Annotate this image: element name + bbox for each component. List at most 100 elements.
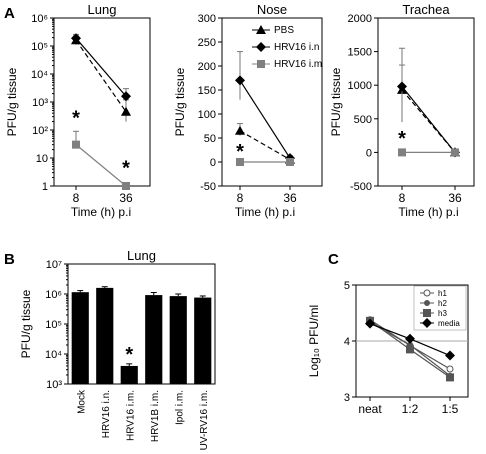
legend-label: PBS <box>274 25 294 36</box>
legend-marker <box>257 60 265 68</box>
y-tick-label: 0 <box>210 157 216 169</box>
y-tick-label: 1500 <box>348 47 372 59</box>
y-tick-label: 0 <box>366 147 372 159</box>
x-tick-label: 36 <box>448 191 462 205</box>
series-hrv16-i-m <box>236 158 294 166</box>
data-point <box>451 148 459 157</box>
y-tick-label: 2000 <box>348 13 372 25</box>
y-tick-label: 10⁶ <box>31 13 48 25</box>
y-tick-label: 10⁵ <box>31 41 48 53</box>
y-axis-label: PFU/g tissue <box>5 67 19 136</box>
y-tick-label: 500 <box>354 114 372 126</box>
data-point <box>286 158 294 166</box>
data-point <box>398 148 406 157</box>
series-pbs <box>71 35 131 122</box>
x-tick-label: HRV1B i.m. <box>150 390 161 442</box>
data-point <box>446 365 454 373</box>
legend-label: h3 <box>438 309 447 318</box>
chart-b-lung: 10³ 10⁴ 10⁵ 10⁶ 10⁷ PFU/g tissue Lung Mock HRV16… <box>19 248 216 450</box>
plot-frame <box>53 17 151 187</box>
y-tick-label: 10² <box>32 125 48 137</box>
data-point <box>121 106 131 116</box>
x-tick-label: 36 <box>283 191 297 205</box>
y-axis-label: PFU/g tissue <box>329 67 343 136</box>
x-axis-label: Time (h) p.i <box>235 205 295 219</box>
x-tick-label: 1:5 <box>442 402 459 416</box>
y-tick-label: 10⁵ <box>45 319 62 331</box>
significance-star: * <box>398 128 406 150</box>
series-line <box>75 144 127 187</box>
y-tick-label: 5 <box>344 280 350 292</box>
x-tick-label: Ipol i.m. <box>174 390 185 425</box>
series-line <box>401 86 456 153</box>
legend-marker <box>423 309 431 317</box>
plot-frame <box>377 17 475 187</box>
series-hrv16-i-m <box>398 148 459 157</box>
bar <box>145 295 163 384</box>
y-tick-label: 200 <box>198 61 216 73</box>
legend-marker <box>424 300 430 306</box>
data-point <box>72 140 80 149</box>
panel-letter-b: B <box>4 251 15 268</box>
x-tick-label: 36 <box>119 191 133 205</box>
y-tick-label: -50 <box>200 181 216 193</box>
y-tick-label: 4 <box>344 336 350 348</box>
chart-title: Trachea <box>402 2 450 17</box>
data-point <box>121 91 131 102</box>
chart-a-trachea: -500 0 500 1000 1500 2000 PFU/g tissue 8 36Time … <box>329 2 475 219</box>
significance-star: * <box>125 344 133 366</box>
data-point <box>446 373 454 382</box>
legend-label: HRV16 i.n <box>274 42 319 53</box>
series-hrv16-i-m <box>72 130 130 190</box>
data-point <box>397 81 407 92</box>
series-line <box>239 130 291 161</box>
data-point <box>71 33 81 44</box>
y-tick-label: 10⁴ <box>31 69 48 81</box>
y-tick-label: 1000 <box>348 80 372 92</box>
y-axis-label: PFU/g tissue <box>19 289 33 358</box>
y-axis-label: PFU/g tissue <box>173 67 187 136</box>
chart-title: Nose <box>257 2 287 17</box>
y-tick-label: 150 <box>198 85 216 97</box>
y-tick-label: 50 <box>204 133 216 145</box>
bar <box>96 287 114 384</box>
plot-frame <box>67 263 216 385</box>
data-point <box>445 350 455 361</box>
x-axis-label: Time (h) p.i <box>71 205 131 219</box>
legend-marker <box>423 289 431 297</box>
y-tick-label: 10³ <box>46 379 62 391</box>
panel-letter-a: A <box>4 5 15 22</box>
chart-title: Lung <box>88 2 117 17</box>
series-line <box>75 39 127 113</box>
series-hrv16-i-n <box>397 47 460 158</box>
x-tick-label: 8 <box>399 191 406 205</box>
legend-label: HRV16 i.m <box>274 59 322 70</box>
y-tick-label: 10 <box>36 153 48 165</box>
series-hrv16-i-n <box>71 33 131 105</box>
y-tick-label: 3 <box>344 392 350 404</box>
legend-label: h2 <box>438 299 447 308</box>
significance-star: * <box>72 108 80 130</box>
bar <box>169 296 187 384</box>
significance-star: * <box>122 157 130 179</box>
y-axis-label: Log₁₀ PFU/ml <box>307 305 321 377</box>
y-tick-label: 10³ <box>32 97 48 109</box>
legend-label: media <box>438 319 460 328</box>
y-tick-label: 300 <box>198 13 216 25</box>
x-tick-label: Mock <box>76 389 87 414</box>
data-point <box>235 75 245 86</box>
series-line <box>75 37 127 97</box>
y-tick-label: 10⁴ <box>45 349 62 361</box>
series-media <box>365 318 455 361</box>
x-tick-label: HRV16 i.m. <box>125 390 136 441</box>
data-point <box>365 318 375 329</box>
bar <box>120 365 138 384</box>
panel-letters: A B C <box>4 5 339 268</box>
legend-marker <box>256 25 266 34</box>
panel-letter-c: C <box>328 251 339 268</box>
